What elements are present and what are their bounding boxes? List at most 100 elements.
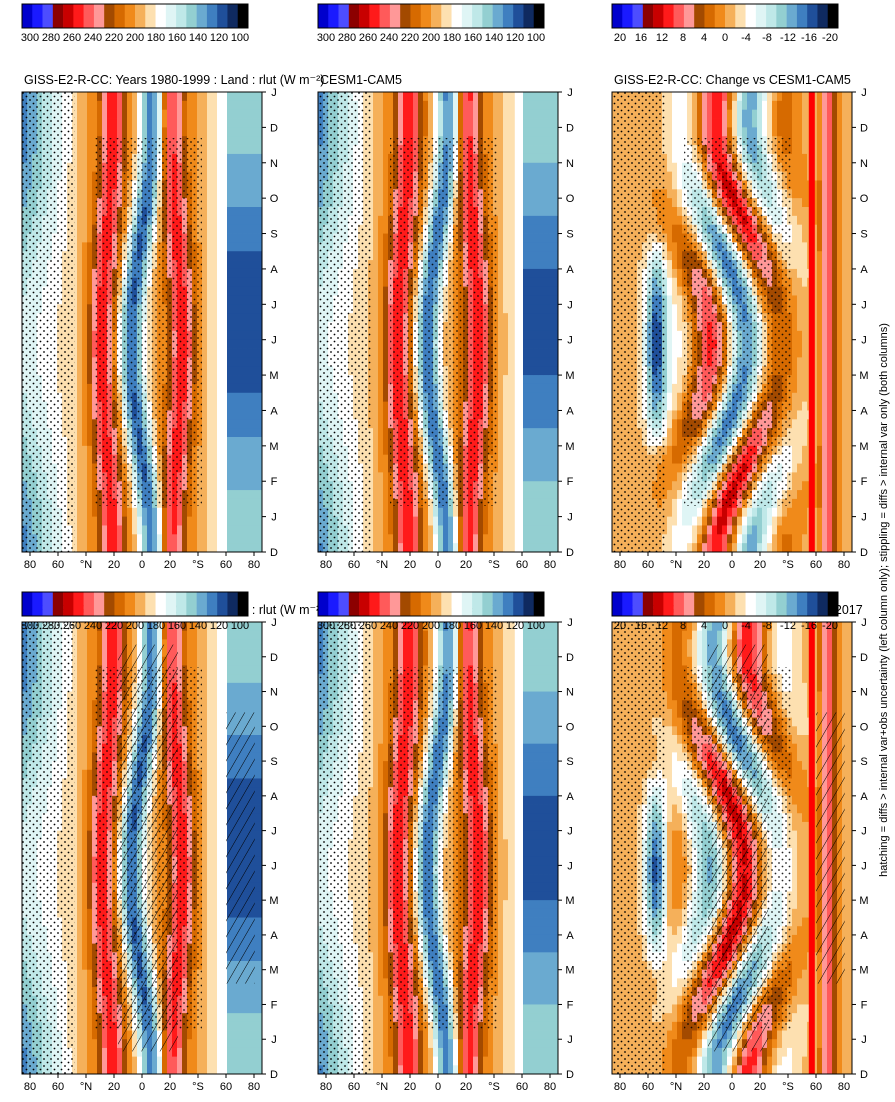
heatmap-cell	[122, 517, 127, 526]
heatmap-cell	[187, 517, 192, 526]
heatmap-cell	[237, 260, 242, 269]
heatmap-cell	[247, 349, 252, 358]
heatmap-cell	[202, 127, 207, 136]
heatmap-cell	[232, 295, 237, 304]
heatmap-cell	[252, 393, 257, 402]
heatmap-cell	[242, 402, 247, 411]
heatmap-cell	[82, 260, 87, 269]
panel-model-abs: GISS-E2-R-CC: Years 1980-1999 : Land : r…	[21, 4, 325, 571]
heatmap-cell	[207, 349, 212, 358]
heatmap-cell	[237, 180, 242, 189]
heatmap-cell	[247, 278, 252, 287]
heatmap-cell	[212, 172, 217, 181]
colorbar-label: 100	[231, 32, 249, 44]
heatmap-cell	[237, 464, 242, 473]
heatmap-cell	[157, 525, 162, 534]
heatmap-cell	[247, 136, 252, 145]
heatmap-cell	[112, 534, 117, 543]
heatmap-cell	[237, 278, 242, 287]
heatmap-cell	[232, 384, 237, 393]
heatmap-cell	[237, 92, 242, 101]
heatmap-cell	[242, 464, 247, 473]
heatmap-cell	[227, 127, 232, 136]
heatmap-cell	[232, 428, 237, 437]
heatmap-cell	[237, 313, 242, 322]
heatmap-cell	[227, 260, 232, 269]
heatmap-cell	[247, 543, 252, 552]
heatmap-cell	[87, 419, 92, 428]
month-label: F	[271, 476, 278, 488]
heatmap-cell	[192, 119, 197, 128]
heatmap-cell	[137, 127, 142, 136]
heatmap-cell	[107, 127, 112, 136]
heatmap-cell	[247, 490, 252, 499]
heatmap-cell	[247, 446, 252, 455]
heatmap-cell	[167, 517, 172, 526]
heatmap-cell	[202, 216, 207, 225]
heatmap-cell	[77, 340, 82, 349]
heatmap-cell	[87, 428, 92, 437]
heatmap-cell	[202, 375, 207, 384]
heatmap-cell	[212, 295, 217, 304]
heatmap-cell	[242, 234, 247, 243]
heatmap-cell	[207, 384, 212, 393]
heatmap-cell	[237, 375, 242, 384]
heatmap-cell	[212, 127, 217, 136]
heatmap-cell	[242, 340, 247, 349]
colorbar-swatch	[166, 4, 177, 28]
heatmap-cell	[227, 534, 232, 543]
heatmap-cell	[247, 295, 252, 304]
heatmap-cell	[172, 101, 177, 110]
heatmap-cell	[237, 154, 242, 163]
month-label: J	[271, 299, 277, 311]
heatmap-cell	[132, 127, 137, 136]
heatmap-cell	[237, 490, 242, 499]
heatmap-cell	[82, 490, 87, 499]
colorbar-label: 280	[42, 32, 60, 44]
heatmap-cell	[207, 251, 212, 260]
heatmap-cell	[202, 410, 207, 419]
heatmap-cell	[202, 428, 207, 437]
heatmap-cell	[232, 136, 237, 145]
heatmap-cell	[82, 225, 87, 234]
heatmap-cell	[87, 136, 92, 145]
heatmap-cell	[167, 543, 172, 552]
heatmap-cell	[227, 163, 232, 172]
colorbar-label: 220	[105, 32, 123, 44]
heatmap-cell	[97, 543, 102, 552]
heatmap-cell	[107, 119, 112, 128]
heatmap-cell	[142, 119, 147, 128]
heatmap-cell	[122, 534, 127, 543]
heatmap-cell	[252, 428, 257, 437]
heatmap-cell	[202, 278, 207, 287]
heatmap-cell	[237, 349, 242, 358]
heatmap-cell	[82, 251, 87, 260]
heatmap-cell	[142, 517, 147, 526]
heatmap-cell	[197, 127, 202, 136]
heatmap-cell	[252, 207, 257, 216]
stipple-region	[94, 138, 202, 506]
heatmap-cell	[242, 322, 247, 331]
heatmap-cell	[207, 366, 212, 375]
heatmap-cell	[187, 127, 192, 136]
heatmap-cell	[237, 225, 242, 234]
heatmap-cell	[252, 375, 257, 384]
heatmap-cell	[212, 180, 217, 189]
heatmap-cell	[252, 481, 257, 490]
heatmap-cell	[77, 127, 82, 136]
heatmap-cell	[232, 534, 237, 543]
heatmap-cell	[82, 269, 87, 278]
heatmap-cell	[247, 410, 252, 419]
heatmap-cell	[107, 534, 112, 543]
heatmap-cell	[162, 92, 167, 101]
heatmap-cell	[232, 517, 237, 526]
heatmap-cell	[252, 234, 257, 243]
heatmap-cell	[82, 455, 87, 464]
heatmap-cell	[202, 163, 207, 172]
heatmap-cell	[77, 543, 82, 552]
heatmap-cell	[82, 357, 87, 366]
heatmap-cell	[87, 464, 92, 473]
heatmap-cell	[212, 207, 217, 216]
heatmap-cell	[207, 517, 212, 526]
heatmap-cell	[232, 472, 237, 481]
